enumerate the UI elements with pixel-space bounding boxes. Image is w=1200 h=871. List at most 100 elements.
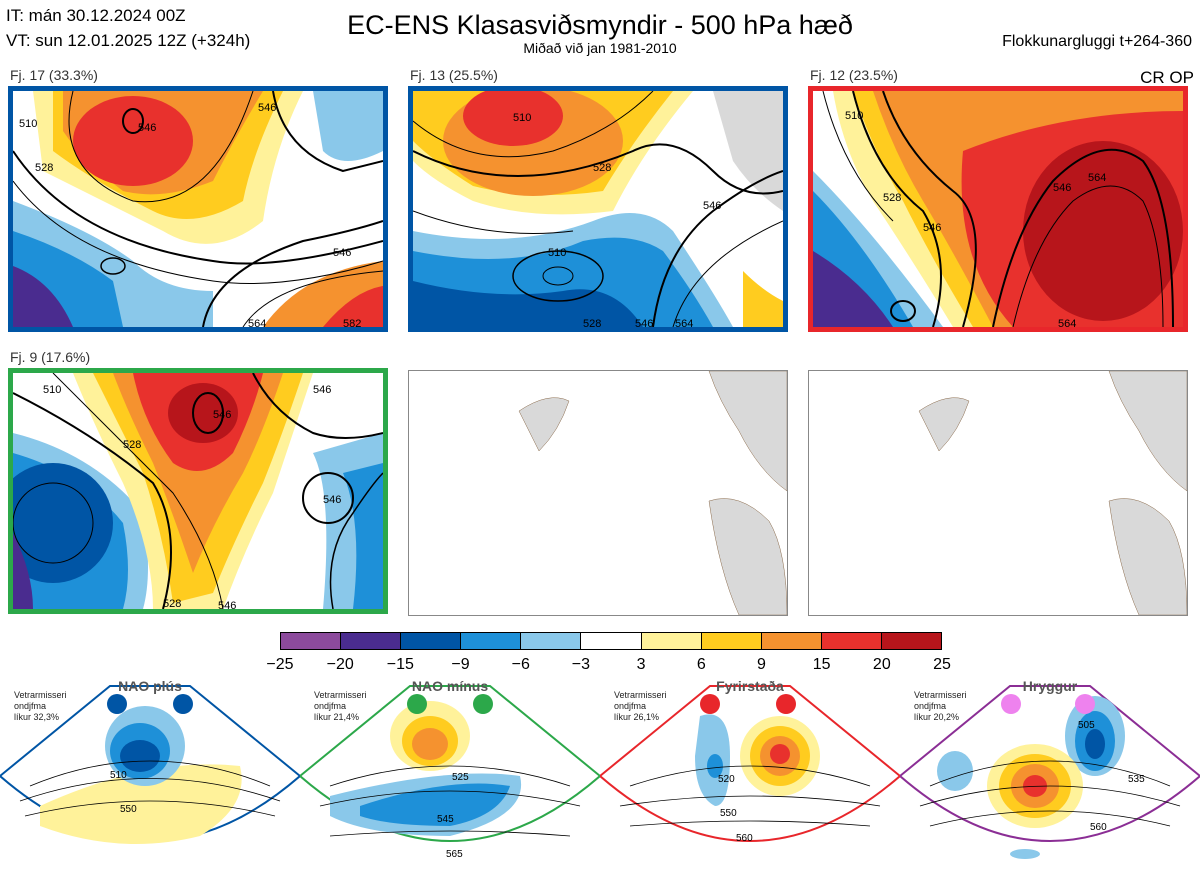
panel-3-label: Fj. 12 (23.5%) bbox=[810, 67, 898, 83]
colorbar-swatch bbox=[821, 633, 882, 649]
colorbar-swatch bbox=[701, 633, 762, 649]
empty-map-2 bbox=[808, 370, 1188, 616]
regime-info: Vetrarmisseri ondjfma líkur 20,2% bbox=[914, 690, 967, 722]
contour-label: 528 bbox=[583, 318, 601, 327]
contour-label: 510 bbox=[19, 118, 37, 130]
regime-name: NAO mínus bbox=[411, 678, 489, 694]
regime-marker bbox=[473, 694, 493, 714]
contour-label: 510 bbox=[548, 247, 566, 259]
cluster-map-1[interactable]: 510 528 546 546 546 564 582 bbox=[8, 86, 388, 332]
cluster-map-4[interactable]: 510 528 546 546 528 546 546 bbox=[8, 368, 388, 614]
regime-marker bbox=[1075, 694, 1095, 714]
colorbar-tick-label: −20 bbox=[326, 656, 354, 673]
regime-nao-plus[interactable]: 510 550 NAO plús Vetrarmisseri ondjfma lík… bbox=[0, 676, 300, 871]
contour-label: 582 bbox=[343, 318, 361, 327]
colorbar-tick-label: 9 bbox=[757, 656, 766, 673]
colorbar-tick-label: 20 bbox=[872, 656, 891, 673]
contour-label: 546 bbox=[333, 247, 351, 259]
regime-marker bbox=[173, 694, 193, 714]
cluster-map-2[interactable]: 510 528 546 510 528 546 564 bbox=[408, 86, 788, 332]
regime-marker bbox=[776, 694, 796, 714]
contour-label: 528 bbox=[593, 162, 611, 174]
contour-label: 564 bbox=[1058, 318, 1076, 327]
contour-label: 510 bbox=[845, 110, 863, 122]
colorbar-tick-label: 6 bbox=[696, 656, 706, 673]
contour-label: 546 bbox=[703, 200, 721, 212]
contour-label: 528 bbox=[163, 598, 181, 609]
regime-contour-label: 520 bbox=[718, 774, 735, 785]
colorbar-swatch bbox=[461, 633, 522, 649]
colorbar bbox=[280, 632, 942, 650]
contour-label: 546 bbox=[213, 409, 231, 421]
regime-ridge-graphic: 505 535 560 bbox=[900, 685, 1200, 859]
contour-label: 546 bbox=[1053, 182, 1071, 194]
colorbar-swatch bbox=[641, 633, 702, 649]
regime-marker bbox=[700, 694, 720, 714]
regime-name: NAO plús bbox=[118, 678, 182, 694]
colorbar-tick-label: −9 bbox=[451, 656, 470, 673]
regime-contour-label: 505 bbox=[1078, 720, 1095, 731]
regime-contour-label: 550 bbox=[120, 804, 137, 815]
colorbar-tick-label: −15 bbox=[386, 656, 414, 673]
classification-window: Flokkunargluggi t+264-360 bbox=[1002, 33, 1192, 50]
contour-label: 546 bbox=[138, 122, 156, 134]
empty-map-2-graphic bbox=[918, 371, 1187, 615]
colorbar-tick-label: −25 bbox=[266, 656, 294, 673]
contour-label: 528 bbox=[123, 439, 141, 451]
regime-contour-label: 560 bbox=[736, 833, 753, 844]
regime-info: Vetrarmisseri ondjfma líkur 21,4% bbox=[314, 690, 367, 722]
colorbar-swatch bbox=[281, 633, 342, 649]
regime-ridge[interactable]: 505 535 560 Hryggur Vetrarmisseri ondjfma… bbox=[900, 676, 1200, 871]
cluster-map-1-graphic: 510 528 546 546 546 564 582 bbox=[13, 91, 383, 327]
page-title: EC-ENS Klasasviðsmyndir - 500 hPa hæð bbox=[347, 10, 853, 40]
colorbar-tick-label: −6 bbox=[511, 656, 530, 673]
regime-marker bbox=[1001, 694, 1021, 714]
contour-label: 528 bbox=[35, 162, 53, 174]
contour-label: 546 bbox=[218, 600, 236, 609]
regime-marker bbox=[107, 694, 127, 714]
regime-contour-label: 510 bbox=[110, 770, 127, 781]
regime-marker bbox=[407, 694, 427, 714]
regime-blocking[interactable]: 520 550 560 Fyrirstaða Vetrarmisseri ondj… bbox=[600, 676, 900, 871]
regime-contour-label: 560 bbox=[1090, 822, 1107, 833]
valid-time: VT: sun 12.01.2025 12Z (+324h) bbox=[6, 31, 251, 50]
cr-op-badge: CR OP bbox=[1140, 68, 1194, 87]
regime-info: Vetrarmisseri ondjfma líkur 32,3% bbox=[14, 690, 67, 722]
contour-label: 510 bbox=[513, 112, 531, 124]
colorbar-tick-label: 15 bbox=[812, 656, 831, 673]
init-time: IT: mán 30.12.2024 00Z bbox=[6, 6, 186, 25]
panel-4-label: Fj. 9 (17.6%) bbox=[10, 349, 91, 365]
colorbar-swatch bbox=[761, 633, 822, 649]
colorbar-swatch bbox=[881, 633, 942, 649]
regime-contour-label: 525 bbox=[452, 772, 469, 783]
cluster-map-2-graphic: 510 528 546 510 528 546 564 bbox=[413, 91, 783, 327]
contour-label: 528 bbox=[883, 192, 901, 204]
contour-label: 546 bbox=[258, 102, 276, 114]
contour-label: 546 bbox=[313, 384, 331, 396]
colorbar-swatch bbox=[581, 633, 642, 649]
cluster-map-4-graphic: 510 528 546 546 528 546 546 bbox=[13, 373, 383, 609]
empty-map-1-graphic bbox=[518, 371, 787, 615]
panel-2-label: Fj. 13 (25.5%) bbox=[410, 67, 498, 83]
contour-label: 546 bbox=[635, 318, 653, 327]
colorbar-swatch bbox=[521, 633, 582, 649]
colorbar-tick-label: 3 bbox=[636, 656, 646, 673]
empty-map-1 bbox=[408, 370, 788, 616]
regime-nao-minus-graphic: 525 545 565 bbox=[300, 685, 600, 860]
cluster-map-3[interactable]: 510 528 546 546 564 564 bbox=[808, 86, 1188, 332]
cluster-map-3-graphic: 510 528 546 546 564 564 bbox=[813, 91, 1183, 327]
panel-1-label: Fj. 17 (33.3%) bbox=[10, 67, 98, 83]
regime-blocking-graphic: 520 550 560 bbox=[600, 685, 900, 844]
contour-label: 510 bbox=[43, 384, 61, 396]
regime-contour-label: 565 bbox=[446, 849, 463, 860]
contour-label: 564 bbox=[248, 318, 266, 327]
colorbar-tick-label: 25 bbox=[933, 656, 951, 673]
contour-label: 564 bbox=[675, 318, 693, 327]
regime-contour-label: 535 bbox=[1128, 774, 1145, 785]
colorbar-swatch bbox=[401, 633, 462, 649]
regime-info: Vetrarmisseri ondjfma líkur 26,1% bbox=[614, 690, 667, 722]
regime-nao-minus[interactable]: 525 545 565 NAO mínus Vetrarmisseri ondjf… bbox=[300, 676, 600, 871]
colorbar-swatch bbox=[341, 633, 402, 649]
regime-name: Fyrirstaða bbox=[716, 678, 784, 694]
regime-nao-plus-graphic: 510 550 bbox=[0, 685, 300, 844]
